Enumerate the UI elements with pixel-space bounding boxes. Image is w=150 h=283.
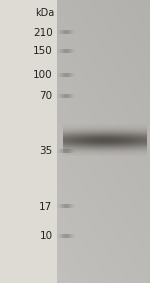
Text: 210: 210 [33,27,52,38]
Bar [57,0,150,283]
Text: 35: 35 [39,146,52,156]
Text: 17: 17 [39,201,52,212]
Text: 100: 100 [33,70,52,80]
Bar [0,0,57,283]
Text: 10: 10 [39,231,52,241]
Text: 150: 150 [33,46,52,56]
Text: 70: 70 [39,91,52,101]
Text: kDa: kDa [35,8,54,18]
